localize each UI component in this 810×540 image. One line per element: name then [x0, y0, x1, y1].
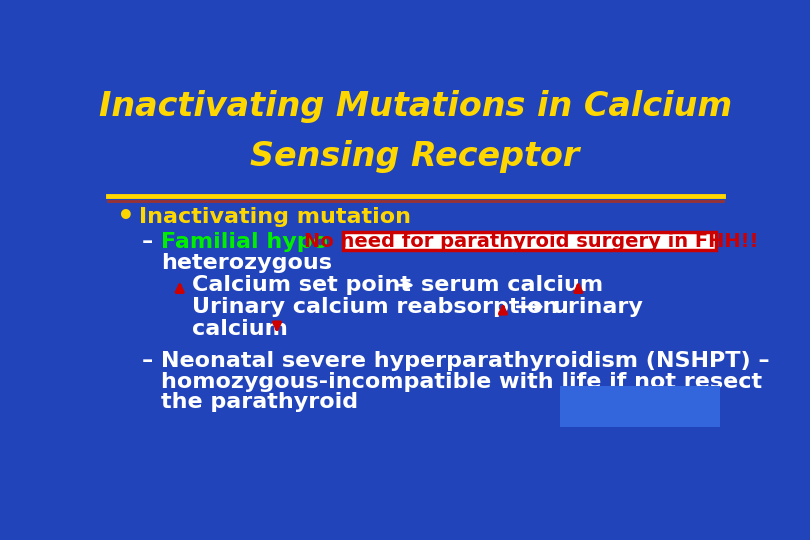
Text: homozygous-incompatible with life if not resect: homozygous-incompatible with life if not…	[161, 372, 762, 392]
Text: –: –	[142, 232, 153, 252]
Text: Inactivating Mutations in Calcium: Inactivating Mutations in Calcium	[99, 90, 731, 123]
FancyBboxPatch shape	[343, 232, 716, 250]
Text: the parathyroid: the parathyroid	[161, 393, 358, 413]
Text: heterozygous: heterozygous	[161, 253, 332, 273]
Text: Neonatal severe hyperparathyroidism (NSHPT) –: Neonatal severe hyperparathyroidism (NSH…	[161, 351, 770, 371]
Text: Sensing Receptor: Sensing Receptor	[250, 140, 580, 173]
Text: No need for parathyroid surgery in FHH!!: No need for parathyroid surgery in FHH!!	[304, 232, 758, 251]
Text: serum calcium: serum calcium	[421, 275, 603, 295]
Text: Calcium set point: Calcium set point	[192, 275, 411, 295]
Text: •: •	[117, 202, 134, 231]
Text: Inactivating mutation: Inactivating mutation	[139, 207, 411, 227]
Text: Urinary calcium reabsorption: Urinary calcium reabsorption	[192, 297, 559, 317]
Text: calcium: calcium	[192, 319, 288, 339]
Text: urinary: urinary	[552, 297, 643, 317]
Text: Familial hypo: Familial hypo	[161, 232, 328, 252]
FancyBboxPatch shape	[560, 386, 719, 427]
Text: –: –	[142, 351, 153, 371]
